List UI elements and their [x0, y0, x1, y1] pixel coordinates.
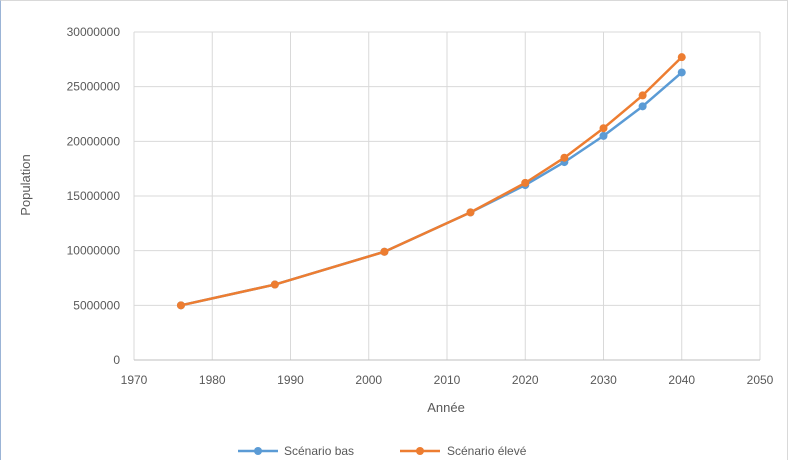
x-tick-label: 2030	[590, 373, 617, 387]
data-point	[638, 102, 647, 111]
data-point	[677, 68, 686, 77]
x-tick-label: 1990	[277, 373, 304, 387]
series	[176, 53, 686, 310]
axes: 1970 1980 1990 2000 2010 2020 2030 2040 2050 0 500…	[67, 25, 774, 387]
y-tick-label: 30000000	[67, 25, 121, 39]
legend-swatch-marker	[254, 447, 262, 455]
data-point	[599, 124, 608, 133]
y-tick-label: 5000000	[73, 298, 120, 312]
legend-label: Scénario bas	[284, 444, 354, 458]
y-tick-label: 25000000	[67, 80, 121, 94]
data-point	[270, 280, 279, 289]
y-tick-label: 20000000	[67, 134, 121, 148]
grid	[133, 31, 761, 360]
x-tick-label: 2000	[355, 373, 382, 387]
x-tick-label: 1980	[199, 373, 226, 387]
series-line-2	[179, 55, 683, 307]
y-tick-label: 15000000	[67, 189, 121, 203]
data-point	[466, 208, 475, 217]
data-point	[521, 178, 530, 187]
data-point	[599, 131, 608, 140]
series-line-1	[179, 71, 683, 307]
x-axis-title: Année	[427, 400, 465, 415]
x-tick-label: 2010	[434, 373, 461, 387]
legend: Scénario bas Scénario élevé	[238, 444, 527, 458]
y-tick-label: 0	[113, 353, 120, 367]
legend-label: Scénario élevé	[447, 444, 527, 458]
x-tick-label: 2050	[747, 373, 774, 387]
x-tick-label: 1970	[121, 373, 148, 387]
data-point	[560, 153, 569, 162]
data-point	[677, 53, 686, 62]
y-tick-label: 10000000	[67, 244, 121, 258]
x-tick-label: 2040	[668, 373, 695, 387]
y-axis-title: Population	[18, 154, 33, 215]
legend-swatch-marker	[416, 447, 424, 455]
x-tick-label: 2020	[512, 373, 539, 387]
data-point	[638, 91, 647, 100]
data-point	[380, 247, 389, 256]
data-point	[176, 301, 185, 310]
